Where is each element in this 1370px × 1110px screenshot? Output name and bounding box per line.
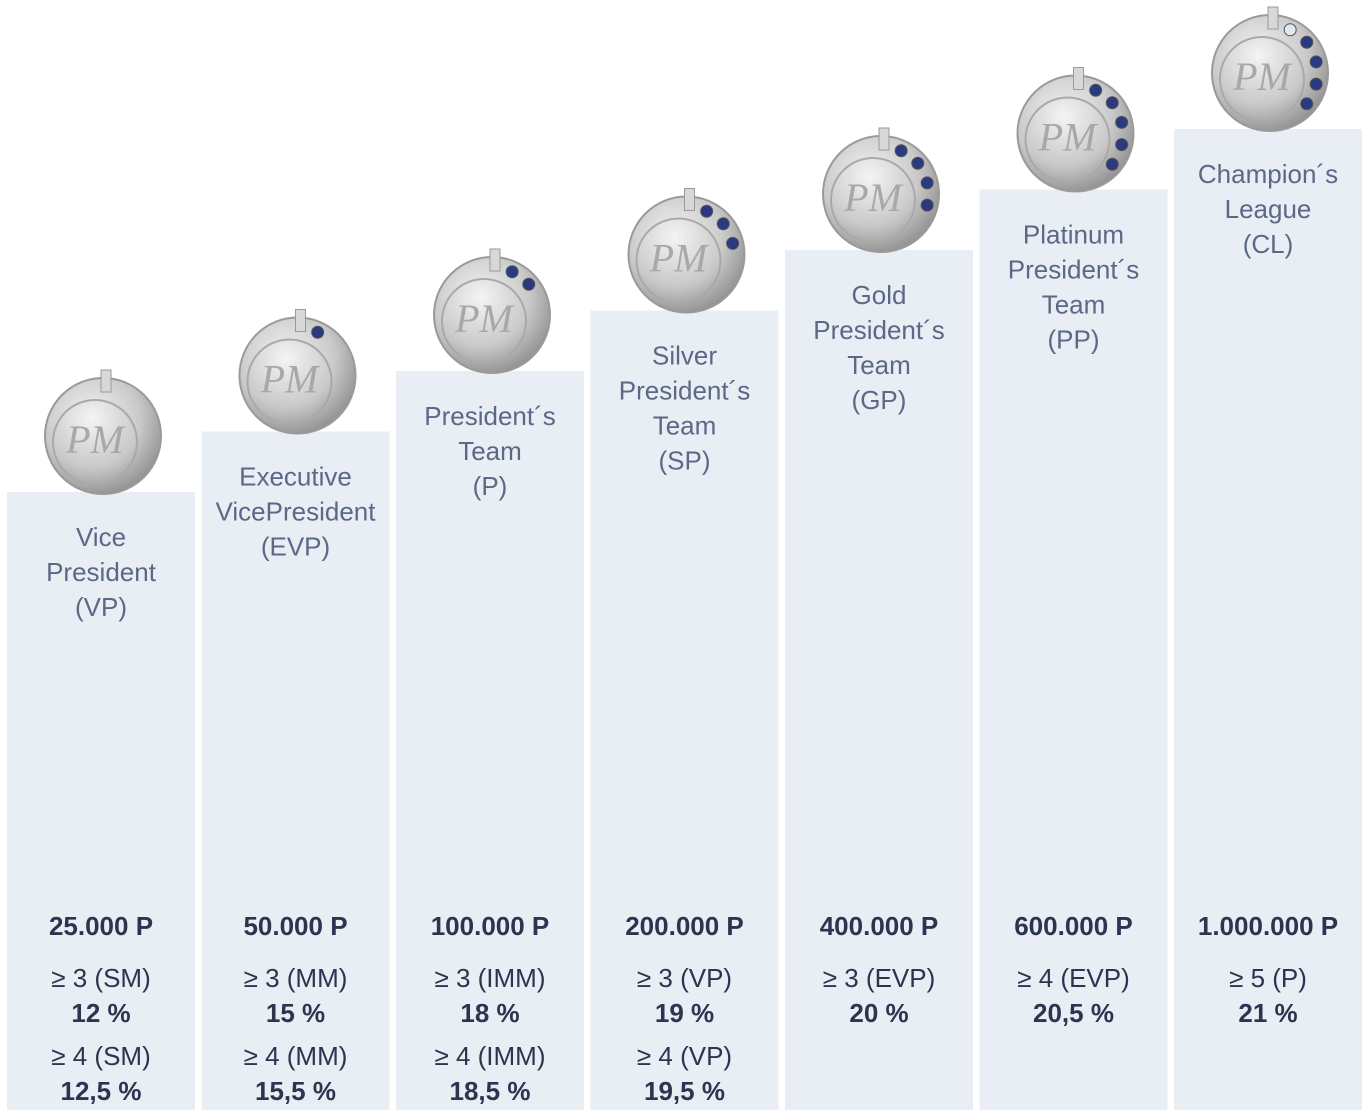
level-name: Team xyxy=(458,436,522,466)
level-name: (P) xyxy=(473,471,508,501)
level-name: Executive xyxy=(239,461,352,491)
level-name: Team xyxy=(653,410,717,440)
medal: PM xyxy=(240,310,356,434)
level-name: Silver xyxy=(652,340,717,370)
level-name: Team xyxy=(1042,289,1106,319)
medal: PM xyxy=(434,249,550,373)
medal-monogram: PM xyxy=(260,357,321,402)
commission-rate: 21 % xyxy=(1238,998,1297,1028)
medal-gem xyxy=(921,199,933,211)
medal-tab xyxy=(879,128,889,150)
medal-gem xyxy=(312,326,324,338)
points: 1.000.000 P xyxy=(1198,911,1338,941)
medal: PM xyxy=(629,189,745,313)
commission-rate: 18,5 % xyxy=(450,1076,531,1106)
medal-monogram: PM xyxy=(843,175,904,220)
commission-rate: 18 % xyxy=(460,998,519,1028)
medal-gem xyxy=(1106,158,1118,170)
career-levels: PMVicePresident(VP)25.000 P≥ 3 (SM)12 %≥… xyxy=(0,0,1370,1110)
commission-rate: 19 % xyxy=(655,998,714,1028)
medal-monogram: PM xyxy=(65,417,126,462)
medal-tab xyxy=(1268,7,1278,29)
points: 25.000 P xyxy=(49,911,153,941)
requirement: ≥ 4 (IMM) xyxy=(434,1041,545,1071)
points: 400.000 P xyxy=(820,911,939,941)
level-name: President´s xyxy=(813,315,945,345)
medal-gem xyxy=(701,205,713,217)
medal-gem xyxy=(1310,78,1322,90)
medal-tab xyxy=(296,310,306,332)
level-name: VicePresident xyxy=(216,496,377,526)
medal-gem xyxy=(1106,97,1118,109)
level-name: President´s xyxy=(619,375,751,405)
medal-gem xyxy=(1301,98,1313,110)
medal-monogram: PM xyxy=(454,296,515,341)
level-name: President xyxy=(46,557,157,587)
level-name: (PP) xyxy=(1048,324,1100,354)
commission-rate: 20,5 % xyxy=(1033,998,1114,1028)
medal-gem xyxy=(1116,139,1128,151)
requirement: ≥ 3 (VP) xyxy=(637,963,732,993)
medal: PM xyxy=(1018,68,1134,192)
level-name: Champion´s xyxy=(1198,159,1338,189)
medal-gem xyxy=(912,157,924,169)
commission-rate: 15 % xyxy=(266,998,325,1028)
requirement: ≥ 3 (MM) xyxy=(244,963,348,993)
level-name: Team xyxy=(847,350,911,380)
level-name: President´s xyxy=(424,401,556,431)
medal: PM xyxy=(823,128,939,252)
requirement: ≥ 5 (P) xyxy=(1229,963,1307,993)
points: 50.000 P xyxy=(243,911,347,941)
requirement: ≥ 4 (MM) xyxy=(244,1041,348,1071)
medal-gem xyxy=(1116,116,1128,128)
commission-rate: 12 % xyxy=(71,998,130,1028)
medal-gem xyxy=(523,278,535,290)
medal-monogram: PM xyxy=(1232,54,1293,99)
medal-tab xyxy=(685,189,695,211)
medal-gem xyxy=(506,266,518,278)
points: 100.000 P xyxy=(431,911,550,941)
requirement: ≥ 4 (SM) xyxy=(51,1041,151,1071)
medal-gem xyxy=(921,177,933,189)
medal-gem xyxy=(727,237,739,249)
requirement: ≥ 4 (EVP) xyxy=(1017,963,1130,993)
medal-monogram: PM xyxy=(1038,115,1099,160)
level-name: Platinum xyxy=(1023,219,1124,249)
commission-rate: 19,5 % xyxy=(644,1076,725,1106)
level-name: Vice xyxy=(76,522,126,552)
level-name: Gold xyxy=(852,280,907,310)
medal-gem xyxy=(895,145,907,157)
medal-tab xyxy=(101,370,111,392)
level-name: (VP) xyxy=(75,592,127,622)
level-name: (EVP) xyxy=(261,531,330,561)
medal-gem xyxy=(1284,24,1296,36)
points: 200.000 P xyxy=(625,911,744,941)
medal-gem xyxy=(1310,56,1322,68)
medal: PM xyxy=(1212,7,1328,131)
level-name: League xyxy=(1225,194,1312,224)
commission-rate: 12,5 % xyxy=(61,1076,142,1106)
medal-monogram: PM xyxy=(649,236,710,281)
commission-rate: 15,5 % xyxy=(255,1076,336,1106)
medal-gem xyxy=(1301,36,1313,48)
requirement: ≥ 4 (VP) xyxy=(637,1041,732,1071)
points: 600.000 P xyxy=(1014,911,1133,941)
medal-tab xyxy=(490,249,500,271)
level-name: (CL) xyxy=(1243,229,1294,259)
level-name: (SP) xyxy=(659,445,711,475)
medal-gem xyxy=(1090,84,1102,96)
requirement: ≥ 3 (SM) xyxy=(51,963,151,993)
commission-rate: 20 % xyxy=(849,998,908,1028)
requirement: ≥ 3 (EVP) xyxy=(823,963,936,993)
medal-tab xyxy=(1074,68,1084,90)
medal-gem xyxy=(717,218,729,230)
requirement: ≥ 3 (IMM) xyxy=(434,963,545,993)
level-name: President´s xyxy=(1008,254,1140,284)
level-name: (GP) xyxy=(852,385,907,415)
medal: PM xyxy=(45,370,161,494)
